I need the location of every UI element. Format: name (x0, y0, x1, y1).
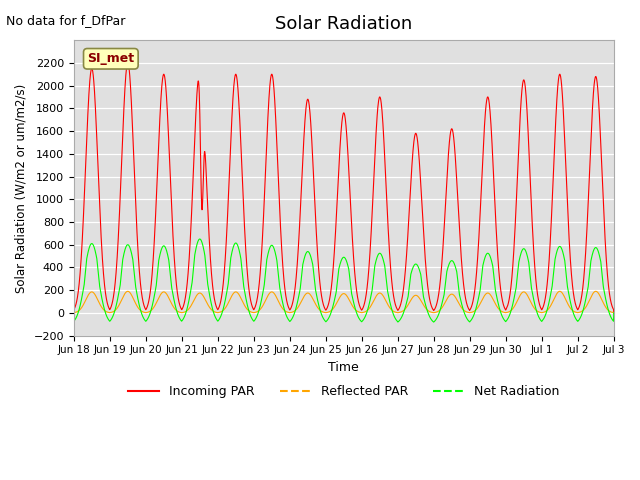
Text: No data for f_DfPar: No data for f_DfPar (6, 14, 126, 27)
Line: Incoming PAR: Incoming PAR (74, 63, 614, 313)
Incoming PAR (541, 296, 549, 302)
Reflected PAR (131, 300, 139, 306)
Line: Reflected PAR: Reflected PAR (74, 291, 614, 313)
Incoming PAR (277, 234, 285, 240)
Net Radiation (610, 310, 618, 316)
Reflected PAR (70, 310, 77, 315)
Net Radiation (430, 319, 438, 325)
Reflected PAR (277, 303, 285, 309)
Incoming PAR (132, 198, 140, 204)
Incoming PAR (301, 126, 308, 132)
Net Radiation (70, 318, 77, 324)
Reflected PAR (541, 309, 549, 314)
Incoming PAR (124, 60, 132, 66)
Net Radiation (600, 285, 607, 290)
Net Radiation (196, 236, 204, 242)
Incoming PAR (610, 310, 618, 316)
Incoming PAR (164, 113, 172, 119)
X-axis label: Time: Time (328, 361, 359, 374)
Net Radiation (277, 292, 285, 298)
Net Radiation (301, 255, 308, 261)
Net Radiation (541, 312, 549, 318)
Text: SI_met: SI_met (87, 52, 134, 65)
Reflected PAR (300, 293, 308, 299)
Reflected PAR (164, 292, 172, 298)
Incoming PAR (70, 307, 77, 312)
Line: Net Radiation: Net Radiation (74, 239, 614, 322)
Reflected PAR (592, 288, 600, 294)
Title: Solar Radiation: Solar Radiation (275, 15, 412, 33)
Net Radiation (131, 282, 139, 288)
Reflected PAR (610, 310, 618, 316)
Net Radiation (164, 251, 172, 257)
Legend: Incoming PAR, Reflected PAR, Net Radiation: Incoming PAR, Reflected PAR, Net Radiati… (123, 380, 565, 403)
Incoming PAR (600, 200, 607, 205)
Reflected PAR (600, 300, 607, 306)
Y-axis label: Solar Radiation (W/m2 or um/m2/s): Solar Radiation (W/m2 or um/m2/s) (15, 83, 28, 292)
